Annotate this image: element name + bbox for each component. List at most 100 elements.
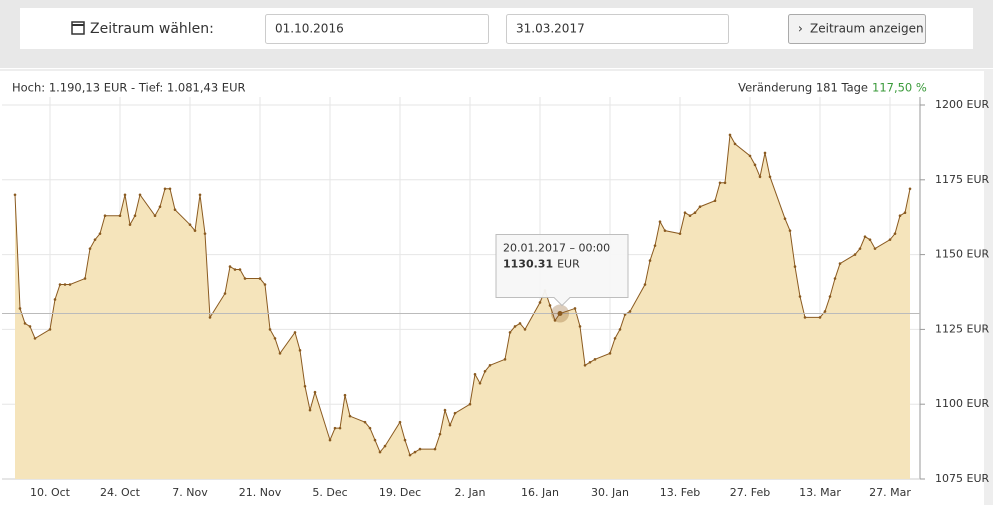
data-point (718, 181, 722, 185)
high-low: Hoch: 1.190,13 EUR - Tief: 1.081,43 EUR (12, 81, 245, 95)
show-arrow: › (798, 22, 803, 36)
scrollbar (984, 70, 993, 505)
date-to-input[interactable] (506, 14, 729, 44)
data-point (228, 265, 232, 268)
data-point (133, 214, 137, 218)
x-tick-label: 24. Oct (100, 486, 141, 499)
data-point (608, 352, 612, 355)
data-point (208, 316, 212, 319)
data-point (203, 232, 207, 235)
data-point (333, 426, 337, 430)
data-point (238, 268, 242, 271)
data-point (173, 208, 177, 212)
data-point (53, 298, 57, 301)
data-point (138, 193, 142, 197)
data-point (198, 193, 202, 197)
data-point (488, 364, 492, 367)
data-point (448, 423, 452, 427)
data-point (23, 322, 27, 325)
data-point (103, 214, 107, 218)
data-point (158, 205, 162, 209)
data-point (378, 450, 382, 454)
data-point (728, 133, 732, 137)
data-point (273, 337, 277, 340)
data-point (863, 235, 867, 238)
data-point (513, 325, 517, 328)
data-point (518, 322, 522, 325)
data-point (63, 283, 67, 286)
data-point (618, 328, 622, 331)
data-point (828, 295, 832, 298)
data-point (223, 292, 227, 295)
data-point (788, 229, 792, 232)
data-point (733, 142, 737, 146)
data-point (573, 307, 577, 310)
show-button[interactable] (788, 14, 926, 44)
data-point (93, 238, 97, 241)
date-from-input[interactable] (265, 14, 489, 44)
data-point (483, 369, 487, 373)
data-point (748, 154, 752, 158)
data-point (873, 247, 877, 250)
data-point (418, 447, 422, 451)
data-point (168, 187, 172, 191)
data-point (188, 223, 192, 226)
data-point (903, 211, 907, 215)
data-point (538, 301, 542, 304)
data-point (68, 283, 72, 286)
data-point (478, 381, 482, 385)
data-point (858, 247, 862, 250)
x-tick-label: 5. Dec (312, 486, 347, 499)
calendar-icon (71, 21, 85, 35)
date-to: 31.03.2017 (516, 22, 585, 36)
data-point (908, 187, 912, 191)
data-point (433, 447, 437, 451)
tooltip-title: 20.01.2017 – 00:00 (503, 242, 610, 255)
data-point (713, 199, 717, 203)
tooltip-box (495, 234, 629, 307)
data-point (523, 328, 527, 331)
data-point (163, 187, 167, 191)
data-point (643, 283, 647, 286)
data-point (298, 349, 302, 352)
data-point (343, 393, 347, 397)
data-point (48, 328, 52, 331)
x-tick-label: 10. Oct (30, 486, 71, 499)
data-point (193, 229, 197, 232)
data-point (593, 358, 597, 361)
data-point (18, 307, 22, 310)
date-from: 01.10.2016 (275, 22, 344, 36)
data-point (363, 420, 367, 424)
show-button-label: Zeitraum anzeigen (810, 22, 924, 36)
y-tick-label: 1075 EUR (935, 472, 989, 485)
data-point (118, 214, 122, 218)
data-point (368, 426, 372, 430)
y-tick-label: 1175 EUR (935, 173, 989, 186)
data-point (823, 310, 827, 313)
data-point (308, 408, 312, 412)
data-point (58, 283, 62, 286)
data-point (28, 325, 32, 328)
x-tick-label: 27. Feb (730, 486, 770, 499)
x-tick-label: 16. Jan (521, 486, 559, 499)
y-tick-label: 1100 EUR (935, 397, 989, 410)
data-point (383, 444, 387, 448)
data-point (123, 193, 127, 197)
data-point (758, 175, 762, 179)
period-label: Zeitraum wählen: (90, 21, 214, 37)
data-point (508, 331, 512, 334)
plot: 1075 EUR 1100 EUR 1125 EUR 1150 EUR 1175 EUR… (2, 97, 989, 499)
data-point (763, 151, 767, 155)
data-point (313, 390, 317, 394)
data-point (443, 408, 447, 412)
x-tick-label: 19. Dec (379, 486, 421, 499)
data-point (303, 384, 307, 388)
data-point (468, 402, 472, 406)
data-point (698, 205, 702, 209)
data-point (793, 265, 797, 268)
x-tick-label: 13. Feb (660, 486, 700, 499)
change-label: Veränderung 181 Tage (738, 81, 868, 95)
data-point (263, 283, 267, 286)
data-point (683, 211, 687, 215)
